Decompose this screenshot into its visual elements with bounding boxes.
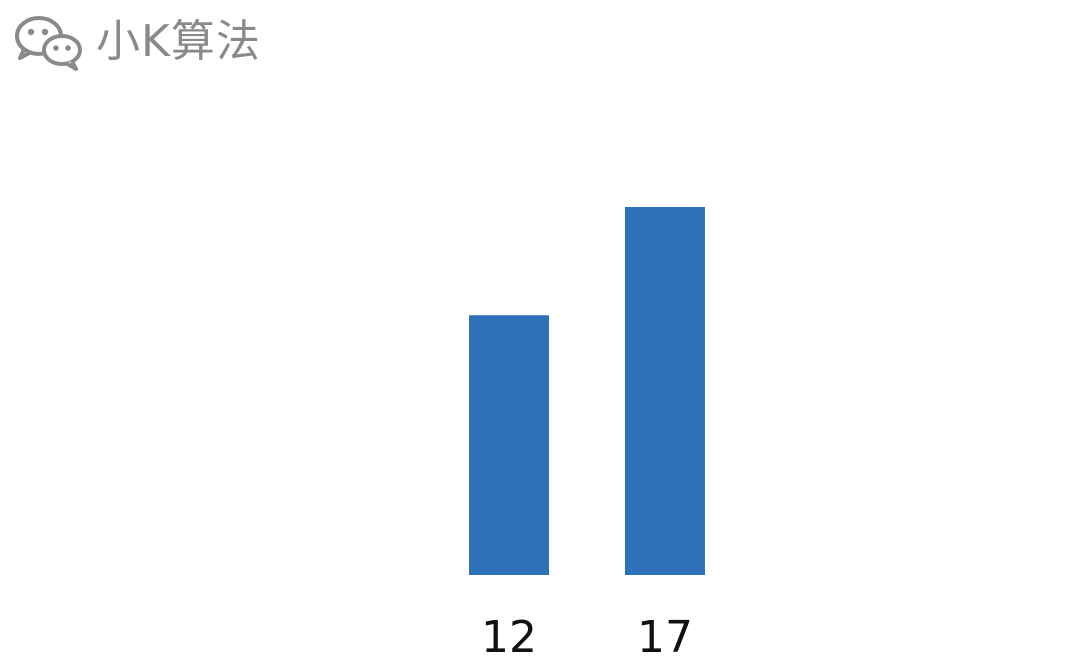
watermark-text: 小K算法 <box>96 16 261 67</box>
watermark: 小K算法 <box>12 10 261 74</box>
bar-17 <box>625 207 705 575</box>
bar-label-12: 12 <box>481 612 537 663</box>
bar-12 <box>469 315 549 575</box>
bar-label-17: 17 <box>637 612 693 663</box>
wechat-icon <box>12 12 84 72</box>
